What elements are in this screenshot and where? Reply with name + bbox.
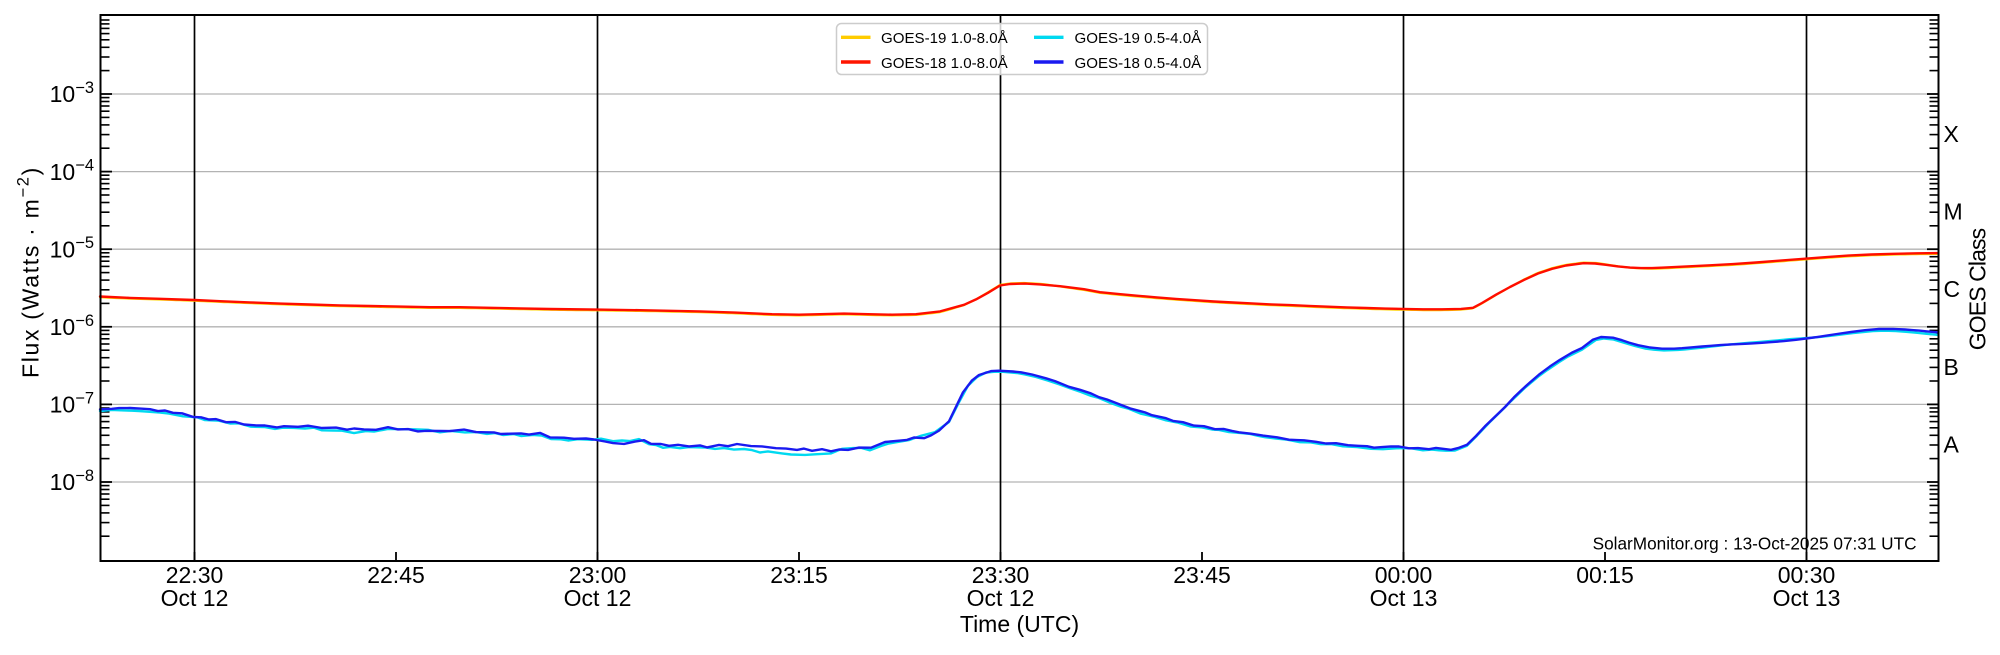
svg-text:10−8: 10−8 [50,467,94,495]
svg-text:GOES-19 0.5-4.0Å: GOES-19 0.5-4.0Å [1075,30,1203,47]
svg-text:Oct 13: Oct 13 [1773,585,1841,611]
svg-text:00:15: 00:15 [1576,562,1634,588]
svg-text:SolarMonitor.org : 13-Oct-2025: SolarMonitor.org : 13-Oct-2025 07:31 UTC [1593,534,1917,554]
svg-text:10−7: 10−7 [50,389,94,417]
svg-text:23:30: 23:30 [972,562,1030,588]
svg-text:22:45: 22:45 [367,562,425,588]
svg-text:Oct 13: Oct 13 [1370,585,1438,611]
svg-text:00:00: 00:00 [1375,562,1433,588]
svg-text:Time (UTC): Time (UTC) [960,611,1079,637]
svg-text:10−5: 10−5 [50,234,94,262]
svg-text:23:45: 23:45 [1173,562,1231,588]
svg-text:C: C [1944,276,1961,302]
svg-text:23:15: 23:15 [770,562,828,588]
svg-text:GOES-18 1.0-8.0Å: GOES-18 1.0-8.0Å [881,55,1009,72]
svg-text:Oct 12: Oct 12 [161,585,229,611]
svg-text:Flux (Watts · m−2): Flux (Watts · m−2) [15,166,44,378]
svg-text:Oct 12: Oct 12 [967,585,1035,611]
svg-text:GOES Class: GOES Class [1965,228,1991,350]
svg-text:22:30: 22:30 [166,562,224,588]
svg-text:10−4: 10−4 [50,157,94,185]
svg-text:Oct 12: Oct 12 [564,585,632,611]
svg-text:M: M [1944,199,1963,225]
svg-text:00:30: 00:30 [1778,562,1836,588]
svg-text:B: B [1944,354,1959,380]
svg-text:X: X [1944,121,1959,147]
svg-text:A: A [1944,431,1960,457]
svg-text:GOES-19 1.0-8.0Å: GOES-19 1.0-8.0Å [881,30,1009,47]
svg-text:GOES-18 0.5-4.0Å: GOES-18 0.5-4.0Å [1075,55,1203,72]
svg-text:23:00: 23:00 [569,562,627,588]
